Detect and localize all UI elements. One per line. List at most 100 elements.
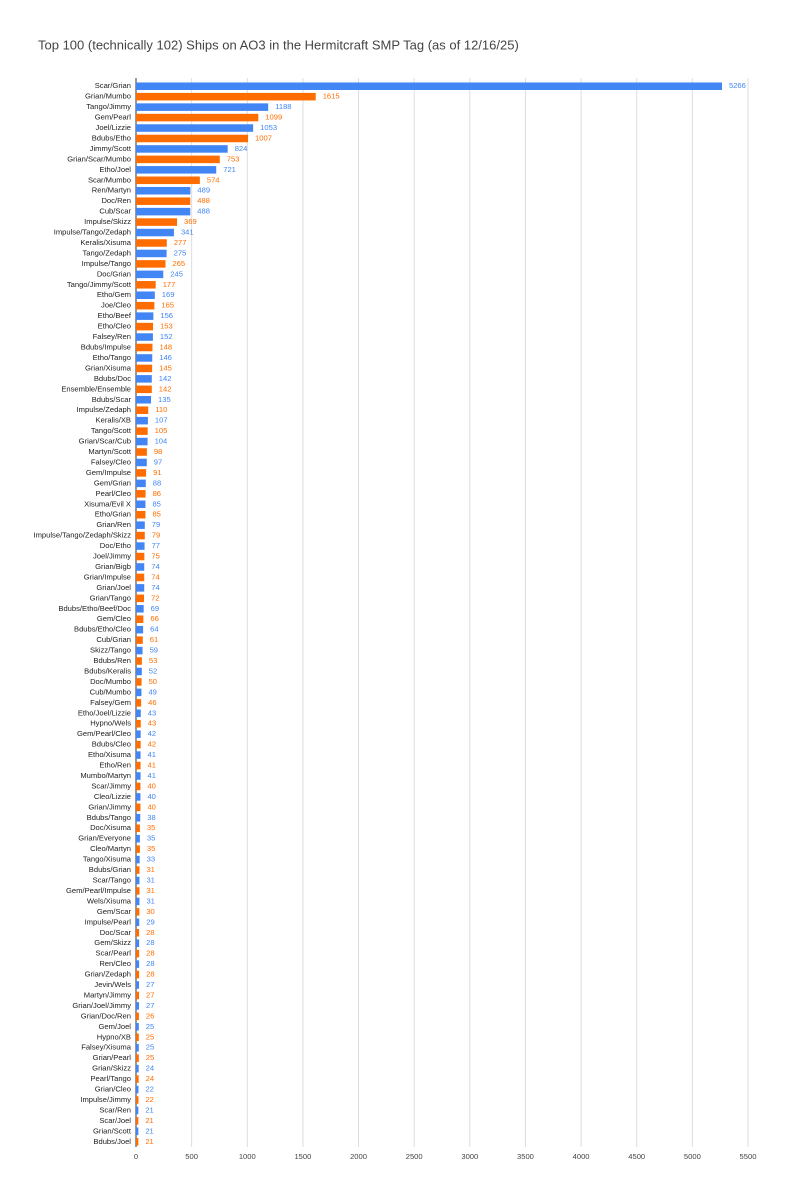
- value-label: 488: [197, 207, 210, 216]
- value-label: 27: [146, 980, 154, 989]
- bar: [136, 939, 140, 947]
- value-label: 107: [155, 416, 168, 425]
- y-tick-label: Mumbo/Martyn: [80, 771, 131, 780]
- y-tick-label: Impulse/Pearl: [85, 917, 132, 926]
- y-tick-label: Etho/Grian: [95, 510, 131, 519]
- value-label: 25: [146, 1022, 154, 1031]
- bar: [136, 270, 164, 279]
- value-label: 29: [146, 917, 154, 926]
- y-tick-label: Cleo/Martyn: [90, 844, 131, 853]
- bar: [136, 458, 147, 467]
- bar: [136, 301, 155, 310]
- bar: [136, 699, 142, 707]
- y-tick-label: Grian/Xisuma: [85, 363, 132, 372]
- y-tick-label: Cub/Grian: [96, 635, 131, 644]
- y-tick-label: Doc/Scar: [100, 928, 132, 937]
- value-label: 265: [172, 259, 185, 268]
- value-label: 574: [207, 175, 220, 184]
- y-tick-label: Keralis/Xisuma: [80, 238, 131, 247]
- bar: [136, 740, 141, 749]
- bar: [136, 605, 144, 613]
- y-tick-label: Bdubs/Scar: [92, 395, 132, 404]
- bar: [136, 897, 140, 906]
- value-label: 35: [147, 823, 155, 832]
- bar: [136, 636, 143, 644]
- bar: [136, 960, 140, 968]
- bar: [136, 657, 142, 665]
- value-label: 489: [197, 186, 210, 195]
- x-tick-label: 0: [134, 1152, 138, 1161]
- y-tick-label: Bdubs/Joel: [93, 1137, 131, 1146]
- value-label: 35: [147, 844, 155, 853]
- bar: [136, 406, 149, 414]
- value-label: 38: [147, 813, 155, 822]
- value-label: 43: [148, 719, 156, 728]
- y-tick-label: Grian/Tango: [90, 593, 131, 602]
- y-tick-label: Doc/Mumbo: [90, 677, 131, 686]
- value-label: 43: [148, 708, 156, 717]
- bar: [136, 531, 145, 540]
- value-label: 59: [150, 646, 158, 655]
- bar: [136, 333, 153, 341]
- bar: [136, 124, 254, 132]
- bar: [136, 427, 148, 435]
- y-tick-label: Grian/Scar/Mumbo: [67, 154, 131, 163]
- bar: [136, 239, 167, 247]
- value-label: 25: [146, 1053, 154, 1062]
- bar: [136, 1043, 139, 1052]
- bar: [136, 218, 178, 226]
- y-tick-label: Bdubs/Cleo: [92, 740, 131, 749]
- value-label: 169: [162, 290, 175, 299]
- value-label: 33: [147, 855, 155, 864]
- bar: [136, 375, 152, 383]
- value-label: 177: [163, 280, 176, 289]
- bar: [136, 782, 141, 791]
- bar: [136, 824, 140, 833]
- y-tick-label: Doc/Ren: [101, 196, 131, 205]
- y-tick-label: Xisuma/Evil X: [84, 499, 131, 508]
- value-label: 77: [152, 541, 160, 550]
- y-tick-label: Ensemble/Ensemble: [61, 384, 131, 393]
- bar: [136, 500, 146, 509]
- bar: [136, 249, 167, 258]
- bar: [136, 364, 153, 373]
- value-label: 86: [153, 489, 161, 498]
- value-label: 31: [146, 886, 154, 895]
- x-tick-label: 3500: [517, 1152, 534, 1161]
- value-label: 79: [152, 520, 160, 529]
- y-tick-label: Grian/Joel/Jimmy: [72, 1001, 131, 1010]
- value-label: 1099: [265, 113, 282, 122]
- y-tick-label: Joel/Lizzie: [96, 123, 131, 132]
- y-tick-label: Impulse/Jimmy: [80, 1095, 131, 1104]
- bar: [136, 1075, 139, 1083]
- y-tick-label: Impulse/Zedaph: [77, 405, 131, 414]
- bar: [136, 343, 153, 352]
- value-label: 75: [151, 552, 159, 561]
- bar: [136, 615, 144, 623]
- y-tick-label: Cub/Scar: [99, 207, 131, 216]
- value-label: 28: [146, 949, 154, 958]
- bar: [136, 479, 146, 488]
- x-tick-label: 4500: [628, 1152, 645, 1161]
- bar: [136, 949, 140, 958]
- bar: [136, 312, 154, 320]
- x-tick-label: 3000: [461, 1152, 478, 1161]
- value-label: 142: [159, 384, 172, 393]
- value-label: 153: [160, 322, 173, 331]
- bar: [136, 678, 142, 686]
- bar: [136, 1138, 139, 1146]
- bar: [136, 667, 142, 676]
- y-tick-label: Grian/Mumbo: [85, 92, 131, 101]
- value-label: 245: [170, 269, 183, 278]
- value-label: 74: [151, 572, 159, 581]
- bar: [136, 103, 269, 111]
- value-label: 1053: [260, 123, 277, 132]
- value-label: 1615: [323, 92, 340, 101]
- value-label: 721: [223, 165, 236, 174]
- value-label: 341: [181, 228, 194, 237]
- y-tick-label: Pearl/Tango: [90, 1074, 131, 1083]
- value-label: 26: [146, 1011, 154, 1020]
- bar: [136, 322, 154, 331]
- bar: [136, 761, 141, 770]
- bar: [136, 552, 145, 561]
